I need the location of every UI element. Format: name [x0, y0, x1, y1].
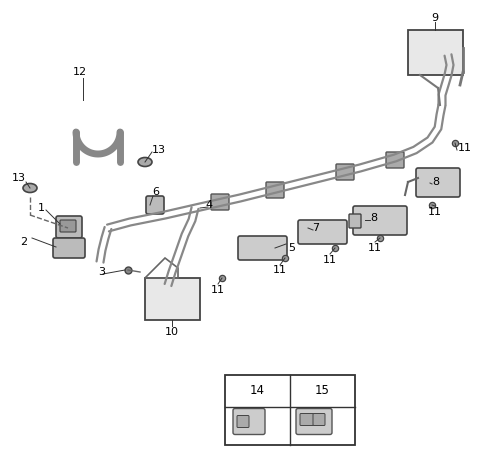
Text: 8: 8 [432, 177, 439, 187]
Text: 9: 9 [432, 13, 439, 23]
FancyBboxPatch shape [266, 182, 284, 198]
FancyBboxPatch shape [313, 413, 325, 425]
FancyBboxPatch shape [336, 164, 354, 180]
Text: 11: 11 [323, 255, 337, 265]
FancyBboxPatch shape [416, 168, 460, 197]
FancyBboxPatch shape [349, 214, 361, 228]
Text: 7: 7 [312, 223, 319, 233]
FancyBboxPatch shape [233, 409, 265, 434]
Ellipse shape [23, 184, 37, 192]
FancyBboxPatch shape [211, 194, 229, 210]
FancyBboxPatch shape [408, 30, 463, 75]
Text: 15: 15 [315, 384, 330, 397]
Text: 11: 11 [211, 285, 225, 295]
FancyBboxPatch shape [145, 278, 200, 320]
FancyBboxPatch shape [237, 416, 249, 427]
FancyBboxPatch shape [296, 409, 332, 434]
FancyBboxPatch shape [238, 236, 287, 260]
Text: 12: 12 [73, 67, 87, 77]
Text: 11: 11 [458, 143, 472, 153]
Text: 11: 11 [428, 207, 442, 217]
FancyBboxPatch shape [353, 206, 407, 235]
FancyBboxPatch shape [386, 152, 404, 168]
FancyBboxPatch shape [225, 375, 355, 445]
Text: 11: 11 [273, 265, 287, 275]
Text: 1: 1 [38, 203, 45, 213]
FancyBboxPatch shape [146, 196, 164, 214]
Text: 14: 14 [250, 384, 265, 397]
Text: 13: 13 [12, 173, 26, 183]
Ellipse shape [138, 157, 152, 167]
Text: 11: 11 [368, 243, 382, 253]
Text: 6: 6 [152, 187, 159, 197]
Text: 4: 4 [205, 200, 212, 210]
Text: 8: 8 [370, 213, 377, 223]
Text: 5: 5 [288, 243, 295, 253]
Text: 3: 3 [98, 267, 105, 277]
FancyBboxPatch shape [60, 220, 76, 232]
Text: 2: 2 [20, 237, 27, 247]
FancyBboxPatch shape [53, 238, 85, 258]
Text: 13: 13 [152, 145, 166, 155]
FancyBboxPatch shape [56, 216, 82, 238]
Text: 10: 10 [165, 327, 179, 337]
FancyBboxPatch shape [298, 220, 347, 244]
FancyBboxPatch shape [300, 413, 314, 425]
